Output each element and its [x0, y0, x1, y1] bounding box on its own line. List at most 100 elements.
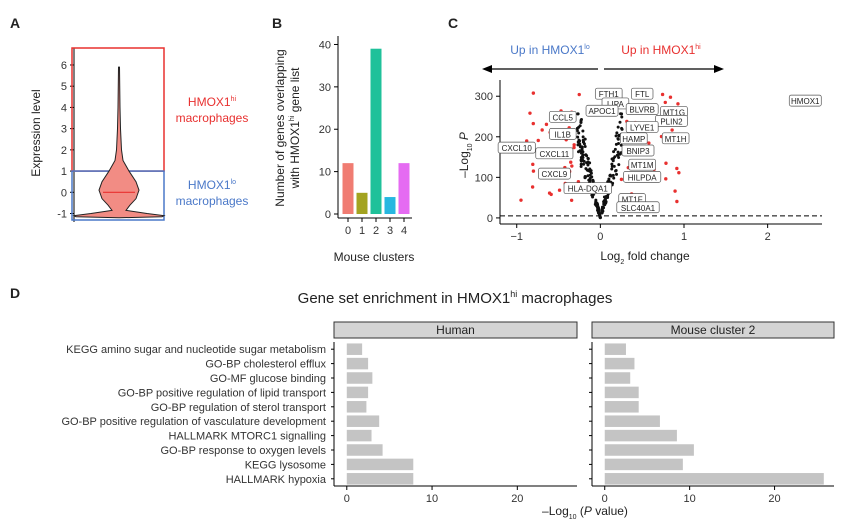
- significant-gene-point: [570, 164, 574, 168]
- gene-point: [612, 164, 616, 168]
- significant-gene-point: [572, 145, 576, 150]
- hmox1-hi-label: HMOX1hi: [188, 95, 237, 109]
- facet-x-tick-label: 10: [684, 493, 696, 505]
- panel-b-bar-chart: Number of genes overlapping with HMOX1hi…: [273, 36, 414, 264]
- enrichment-bar: [346, 415, 380, 427]
- gene-point: [617, 163, 621, 167]
- significant-gene-point: [544, 122, 549, 127]
- significant-gene-point: [663, 100, 667, 105]
- significant-gene-point: [668, 95, 673, 99]
- gene-label-box: [535, 147, 574, 160]
- facet-x-tick-label: 20: [511, 493, 523, 505]
- significant-gene-point: [675, 166, 679, 171]
- gene-point: [576, 140, 580, 144]
- gene-point: [610, 162, 614, 166]
- panel-b-x-tick-label: 4: [401, 225, 407, 237]
- gene-point: [616, 150, 620, 154]
- bar-cluster-2: [370, 48, 382, 214]
- enrichment-bar: [604, 401, 639, 413]
- gene-point: [582, 162, 586, 166]
- gene-point: [585, 154, 589, 158]
- enrichment-bar: [346, 343, 363, 355]
- significant-gene-point: [557, 188, 562, 192]
- panel-b-x-tick-label: 2: [373, 225, 379, 237]
- gene-point: [579, 151, 583, 155]
- panel-c-x-tick-label: 1: [681, 231, 687, 243]
- gene-point: [618, 120, 622, 124]
- enrichment-bar: [604, 372, 631, 384]
- panel-a-y-tick-label: 2: [61, 145, 67, 157]
- gene-label-box: [497, 141, 536, 154]
- gene-point: [614, 134, 618, 138]
- significant-gene-point: [619, 177, 624, 182]
- significant-gene-point: [572, 143, 576, 147]
- gene-label-box: [616, 201, 660, 214]
- significant-gene-point: [660, 92, 665, 97]
- gene-label: BNIP3: [626, 147, 650, 156]
- gene-point: [616, 137, 620, 141]
- gene-point: [584, 167, 588, 171]
- gene-point: [579, 120, 583, 124]
- gene-point: [611, 173, 615, 177]
- gene-label-box: [631, 87, 654, 100]
- panel-c-xlabel: Log2 fold change: [600, 249, 690, 266]
- panel-d-xlabel: –Log10 (P value): [542, 504, 628, 521]
- enrichment-bar: [346, 458, 414, 471]
- enrichment-bar: [604, 343, 626, 355]
- significant-gene-point: [549, 192, 553, 197]
- gene-point: [604, 196, 608, 200]
- gene-point: [581, 135, 585, 139]
- gene-label: HILPDA: [628, 173, 658, 182]
- gene-label: IL1B: [554, 130, 570, 139]
- gene-point: [581, 140, 585, 144]
- enrichment-bar: [604, 386, 639, 399]
- enrichment-bar: [346, 372, 373, 384]
- arrow-right-head: [714, 65, 724, 73]
- facet-label: Human: [436, 323, 475, 337]
- enrichment-bar: [346, 357, 369, 370]
- violin-shape: [72, 66, 166, 219]
- gene-label: BLVRB: [629, 106, 655, 115]
- gene-set-label: GO-BP positive regulation of lipid trans…: [118, 387, 326, 399]
- gene-point: [595, 201, 599, 205]
- enrichment-bar: [604, 429, 677, 442]
- gene-point: [613, 147, 617, 151]
- gene-label: PLIN2: [660, 117, 683, 126]
- gene-label-box: [563, 182, 612, 195]
- panel-c-y-tick-label: 300: [475, 91, 493, 103]
- gene-point: [618, 152, 622, 156]
- gene-label: APOC1: [588, 107, 616, 116]
- gene-point: [615, 131, 619, 135]
- panel-b-y-tick-label: 0: [325, 209, 331, 221]
- significant-gene-point: [676, 102, 680, 106]
- significant-gene-point: [531, 169, 536, 173]
- panel-label-a: A: [10, 15, 20, 31]
- arrow-left-head: [482, 65, 492, 73]
- up-in-hmox1-hi-label: Up in HMOX1hi: [621, 43, 701, 57]
- gene-point: [615, 172, 619, 176]
- gene-label: MT1G: [663, 108, 685, 117]
- facet-strip: [591, 321, 835, 339]
- gene-label-box: [628, 158, 656, 171]
- gene-point: [614, 169, 618, 173]
- gene-set-label: GO-BP cholesterol efflux: [205, 359, 326, 371]
- gene-point: [602, 202, 606, 206]
- panel-a-violin-plot: Expression level -1 0 1 2 3 4 5 6 HMOX1hi macro…: [29, 47, 248, 222]
- gene-point: [587, 178, 591, 182]
- panel-b-ylabel-line1: Number of genes overlapping: [273, 49, 287, 206]
- panel-label-c: C: [448, 15, 458, 31]
- significant-gene-point: [577, 92, 581, 97]
- significant-gene-point: [536, 138, 540, 143]
- enrichment-bar: [346, 473, 414, 485]
- significant-gene-point: [670, 128, 674, 132]
- gene-label: LYVE1: [630, 123, 655, 132]
- gene-label: HMOX1: [791, 97, 820, 106]
- panel-b-x-tick-label: 0: [345, 225, 351, 237]
- gene-point: [579, 162, 583, 166]
- panel-d-title: Gene set enrichment in HMOX1hi macrophag…: [298, 289, 613, 307]
- gene-point: [577, 131, 581, 135]
- enrichment-bar: [346, 444, 383, 456]
- up-in-hmox1-lo-label: Up in HMOX1lo: [510, 43, 590, 57]
- facet-label: Mouse cluster 2: [671, 323, 756, 337]
